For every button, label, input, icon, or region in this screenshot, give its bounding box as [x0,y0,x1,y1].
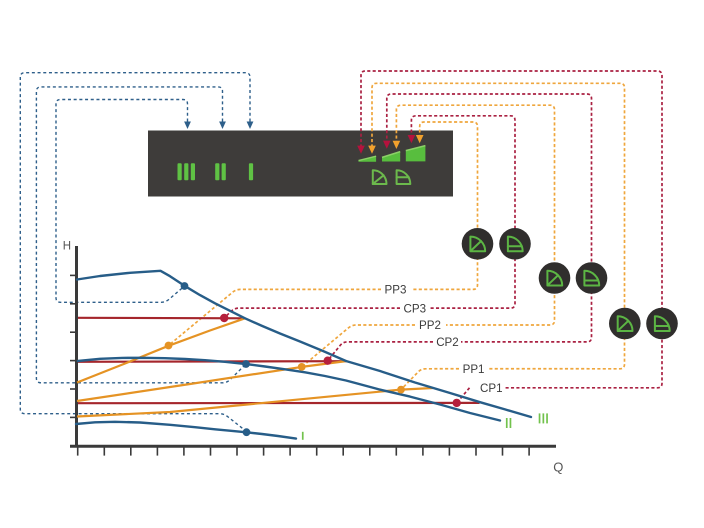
svg-text:Q: Q [553,459,563,474]
svg-text:CP1: CP1 [480,382,503,395]
svg-text:PP1: PP1 [463,363,485,376]
svg-text:PP3: PP3 [385,284,407,297]
svg-text:H: H [63,240,71,252]
svg-text:CP2: CP2 [436,336,459,349]
svg-text:PP2: PP2 [419,319,441,332]
svg-text:CP3: CP3 [404,302,427,315]
